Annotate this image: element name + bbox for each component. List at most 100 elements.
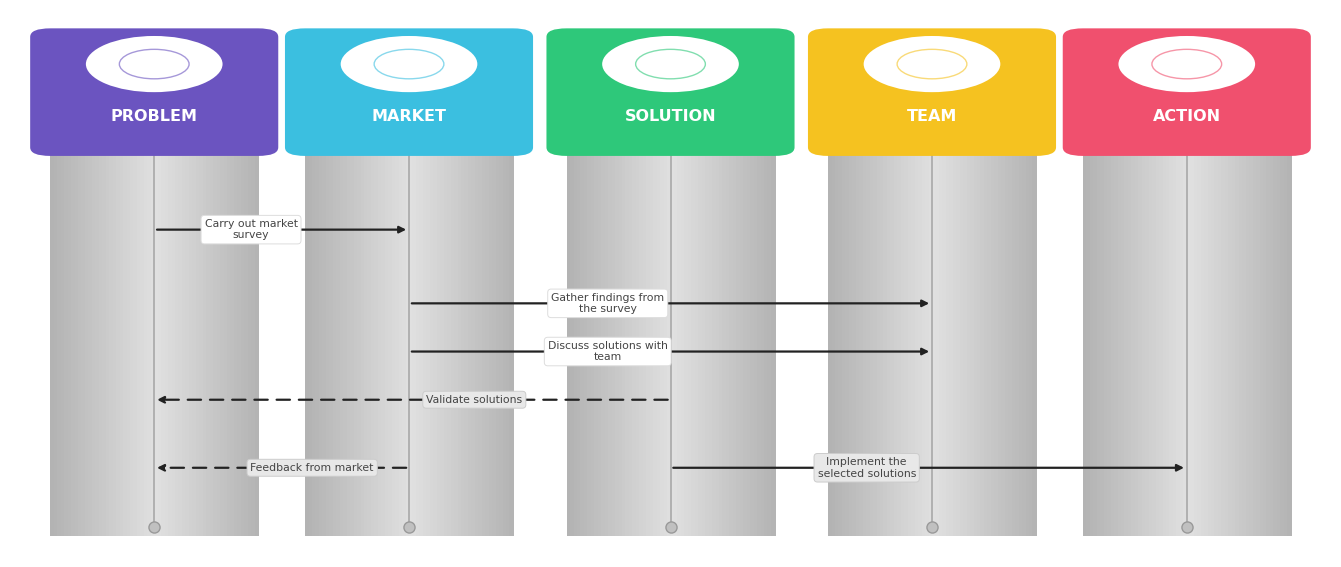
Bar — [161, 147, 166, 536]
Bar — [984, 147, 988, 536]
Bar — [657, 147, 661, 536]
Bar — [1156, 147, 1160, 536]
Bar — [1139, 147, 1143, 536]
Bar — [866, 147, 872, 536]
Bar — [237, 147, 243, 536]
Bar — [699, 147, 703, 536]
FancyBboxPatch shape — [807, 28, 1055, 156]
Bar — [1004, 147, 1010, 536]
Bar — [350, 147, 355, 536]
Text: SOLUTION: SOLUTION — [625, 109, 716, 124]
Bar — [506, 147, 511, 536]
FancyBboxPatch shape — [1062, 28, 1311, 156]
Bar — [499, 147, 504, 536]
Bar — [1134, 147, 1140, 536]
Bar — [422, 147, 428, 536]
Bar — [1252, 147, 1258, 536]
Bar — [178, 147, 184, 536]
Bar — [1248, 147, 1254, 536]
Bar — [915, 147, 920, 536]
Bar — [227, 147, 232, 536]
Bar — [705, 147, 709, 536]
Bar — [692, 147, 696, 536]
Bar — [616, 147, 620, 536]
Bar — [255, 147, 259, 536]
Bar — [581, 147, 585, 536]
Bar — [963, 147, 968, 536]
Bar — [1104, 147, 1109, 536]
Bar — [732, 147, 738, 536]
Bar — [420, 147, 424, 536]
Bar — [485, 147, 489, 536]
Bar — [908, 147, 912, 536]
Bar — [1008, 147, 1012, 536]
Text: TEAM: TEAM — [907, 109, 957, 124]
Bar — [978, 147, 982, 536]
Bar — [611, 147, 617, 536]
Bar — [202, 147, 208, 536]
Bar — [1110, 147, 1116, 536]
Bar — [308, 147, 314, 536]
Bar — [185, 147, 190, 536]
Bar — [189, 147, 193, 536]
Text: Discuss solutions with
team: Discuss solutions with team — [548, 341, 668, 362]
Bar — [1281, 147, 1285, 536]
Bar — [991, 147, 995, 536]
Bar — [1015, 147, 1021, 536]
Bar — [209, 147, 215, 536]
Bar — [113, 147, 118, 536]
Bar — [939, 147, 944, 536]
Bar — [695, 147, 700, 536]
Bar — [1274, 147, 1278, 536]
Bar — [141, 147, 145, 536]
Bar — [126, 147, 131, 536]
Bar — [315, 147, 320, 536]
Bar — [1086, 147, 1092, 536]
Bar — [371, 147, 375, 536]
FancyBboxPatch shape — [31, 28, 279, 156]
Bar — [1128, 147, 1133, 536]
Bar — [712, 147, 717, 536]
Bar — [932, 147, 937, 536]
Bar — [385, 147, 389, 536]
Bar — [488, 147, 493, 536]
FancyBboxPatch shape — [547, 28, 794, 156]
Bar — [60, 147, 66, 536]
Text: Gather findings from
the survey: Gather findings from the survey — [551, 293, 664, 314]
Bar — [409, 147, 414, 536]
Bar — [835, 147, 839, 536]
Bar — [928, 147, 933, 536]
Bar — [330, 147, 334, 536]
Bar — [251, 147, 256, 536]
Bar — [196, 147, 201, 536]
Bar — [827, 147, 833, 536]
Circle shape — [339, 35, 479, 94]
Bar — [897, 147, 902, 536]
Bar — [150, 147, 156, 536]
Bar — [357, 147, 362, 536]
Bar — [730, 147, 735, 536]
Bar — [200, 147, 204, 536]
Bar — [1159, 147, 1164, 536]
Bar — [455, 147, 459, 536]
Bar — [1263, 147, 1267, 536]
Bar — [1141, 147, 1147, 536]
Bar — [911, 147, 916, 536]
Bar — [1242, 147, 1247, 536]
Bar — [688, 147, 693, 536]
Bar — [625, 147, 630, 536]
Bar — [936, 147, 940, 536]
Bar — [1215, 147, 1219, 536]
Bar — [99, 147, 103, 536]
Bar — [374, 147, 380, 536]
Bar — [322, 147, 327, 536]
Bar — [333, 147, 338, 536]
Bar — [1097, 147, 1101, 536]
Bar — [346, 147, 351, 536]
Bar — [677, 147, 683, 536]
Bar — [475, 147, 480, 536]
Bar — [172, 147, 177, 536]
Bar — [1121, 147, 1126, 536]
Bar — [862, 147, 868, 536]
Bar — [1145, 147, 1151, 536]
